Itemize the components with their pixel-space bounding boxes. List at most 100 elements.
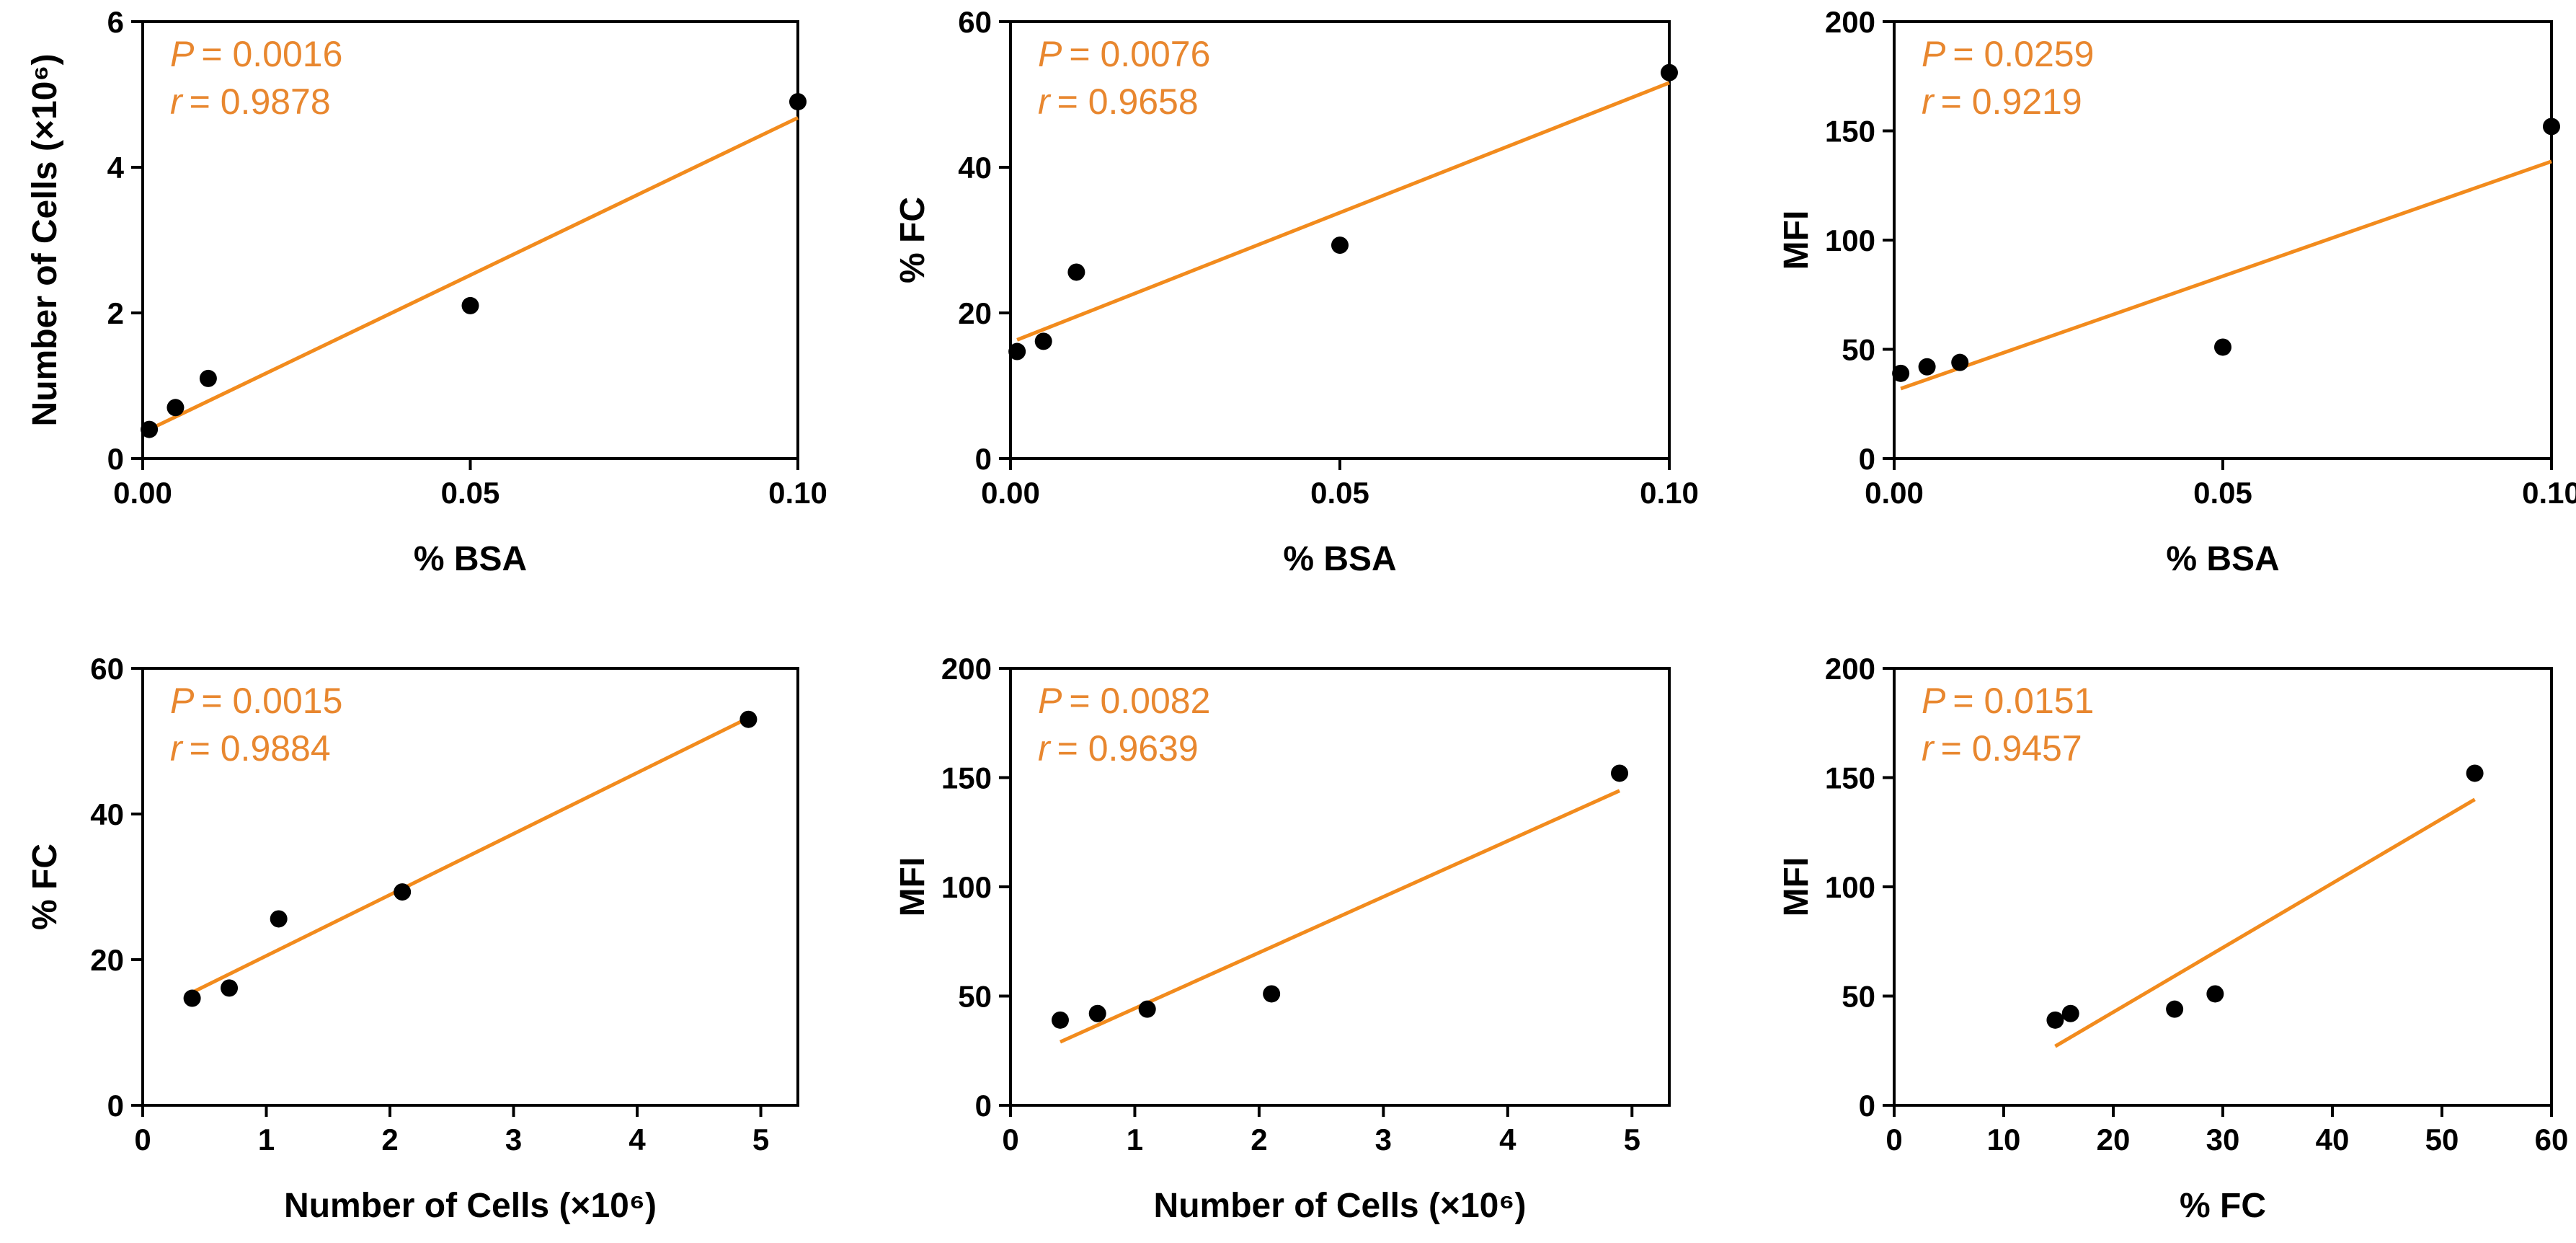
- x-tick-label: 0: [1002, 1123, 1018, 1156]
- regression-line: [149, 118, 798, 429]
- y-tick-label: 0: [975, 442, 992, 476]
- data-point: [1951, 354, 1968, 371]
- x-tick-label: 3: [1375, 1123, 1392, 1156]
- p-value-label: P = 0.0016: [170, 34, 342, 74]
- data-point: [270, 910, 288, 927]
- r-value-label: r = 0.9639: [1038, 728, 1199, 769]
- x-tick-label: 2: [381, 1123, 398, 1156]
- data-point: [2062, 1005, 2079, 1022]
- y-tick-label: 200: [941, 652, 992, 686]
- p-symbol: P: [1038, 34, 1062, 74]
- data-point: [1139, 1001, 1156, 1018]
- p-value-label: P = 0.0259: [1922, 34, 2094, 74]
- y-tick-label: 50: [958, 980, 992, 1014]
- data-point: [1089, 1005, 1106, 1022]
- y-tick-label: 50: [1842, 333, 1875, 367]
- p-symbol: P: [170, 681, 195, 721]
- r-value-label: r = 0.9457: [1922, 728, 2082, 769]
- x-tick-label: 0.05: [2193, 476, 2252, 510]
- r-value: = 0.9457: [1941, 728, 2082, 769]
- r-symbol: r: [1922, 728, 1935, 769]
- y-tick-label: 0: [107, 1089, 124, 1123]
- x-tick-label: 1: [258, 1123, 275, 1156]
- data-point: [462, 297, 479, 314]
- x-tick-label: 0.10: [768, 476, 827, 510]
- y-tick-label: 200: [1825, 5, 1875, 39]
- data-point: [1008, 343, 1026, 360]
- y-tick-label: 100: [941, 870, 992, 904]
- y-tick-label: 0: [975, 1089, 992, 1123]
- r-symbol: r: [1922, 81, 1935, 122]
- y-tick-label: 4: [107, 151, 125, 185]
- y-axis-label: MFI: [1777, 211, 1816, 270]
- x-tick-label: 20: [2097, 1123, 2131, 1156]
- y-tick-label: 100: [1825, 224, 1875, 257]
- data-point: [740, 711, 757, 728]
- r-value: = 0.9884: [190, 728, 331, 769]
- x-tick-label: 1: [1127, 1123, 1143, 1156]
- x-tick-label: 4: [629, 1123, 646, 1156]
- y-axis-label: Number of Cells (×10⁶): [26, 54, 64, 427]
- chart-panel-1: 0.00 0.05 0.10 0 2 4 6 % BSA Number of Cells (×1…: [26, 5, 827, 578]
- y-tick-label: 20: [90, 943, 124, 977]
- y-tick-label: 6: [107, 5, 124, 39]
- y-tick-label: 20: [958, 296, 992, 330]
- p-symbol: P: [1038, 681, 1062, 721]
- y-axis-label: MFI: [1777, 857, 1816, 917]
- data-point: [1067, 263, 1085, 280]
- data-point: [221, 979, 238, 996]
- p-value: = 0.0076: [1069, 34, 1210, 74]
- r-value: = 0.9878: [190, 81, 331, 122]
- y-tick-label: 150: [1825, 115, 1875, 149]
- data-point: [1661, 64, 1678, 81]
- y-tick-label: 0: [1859, 1089, 1875, 1123]
- x-tick-label: 0.10: [2522, 476, 2576, 510]
- data-point: [1052, 1012, 1069, 1029]
- x-tick-label: 30: [2206, 1123, 2240, 1156]
- data-point: [1331, 236, 1349, 254]
- p-symbol: P: [1922, 681, 1946, 721]
- figure-canvas: 0.00 0.05 0.100246% BSANumber of Cells (×1…: [0, 0, 2576, 1243]
- r-symbol: r: [170, 81, 184, 122]
- data-point: [2046, 1012, 2064, 1029]
- p-value-label: P = 0.0082: [1038, 681, 1210, 721]
- p-value-label: P = 0.0151: [1922, 681, 2094, 721]
- data-point: [2543, 118, 2560, 135]
- x-tick-label: 0.05: [441, 476, 500, 510]
- p-value-label: P = 0.0015: [170, 681, 342, 721]
- p-value: = 0.0259: [1953, 34, 2094, 74]
- x-tick-label: 60: [2535, 1123, 2569, 1156]
- y-axis-label: % FC: [26, 844, 64, 930]
- y-tick-label: 0: [107, 442, 124, 476]
- y-tick-label: 60: [90, 652, 124, 686]
- y-tick-label: 40: [90, 797, 124, 831]
- regression-line: [2055, 800, 2474, 1046]
- p-value: = 0.0151: [1953, 681, 2094, 721]
- data-point: [1892, 365, 1909, 382]
- p-symbol: P: [1922, 34, 1946, 74]
- x-axis-label: Number of Cells (×10⁶): [284, 1187, 657, 1225]
- y-tick-label: 2: [107, 296, 124, 330]
- data-point: [789, 93, 807, 110]
- x-axis-label: Number of Cells (×10⁶): [1154, 1187, 1527, 1225]
- chart-panel-4: 0 1 2 3 4 5 0 20 40 60 Number of Cells (×10⁶) % FC P…: [26, 652, 798, 1225]
- data-point: [166, 399, 184, 416]
- y-tick-label: 50: [1842, 980, 1875, 1014]
- r-value: = 0.9658: [1057, 81, 1199, 122]
- data-point: [2466, 764, 2484, 782]
- x-tick-label: 50: [2425, 1123, 2459, 1156]
- x-tick-label: 5: [1624, 1123, 1640, 1156]
- r-value: = 0.9639: [1057, 728, 1199, 769]
- p-value: = 0.0082: [1069, 681, 1210, 721]
- x-tick-label: 10: [1987, 1123, 2021, 1156]
- x-axis-label: % BSA: [2166, 540, 2279, 578]
- x-tick-label: 2: [1251, 1123, 1267, 1156]
- y-tick-label: 40: [958, 151, 992, 185]
- data-point: [1035, 332, 1052, 350]
- data-point: [2206, 985, 2224, 1002]
- y-axis-label: % FC: [894, 197, 932, 283]
- y-axis-label: MFI: [894, 857, 932, 917]
- p-value: = 0.0016: [201, 34, 342, 74]
